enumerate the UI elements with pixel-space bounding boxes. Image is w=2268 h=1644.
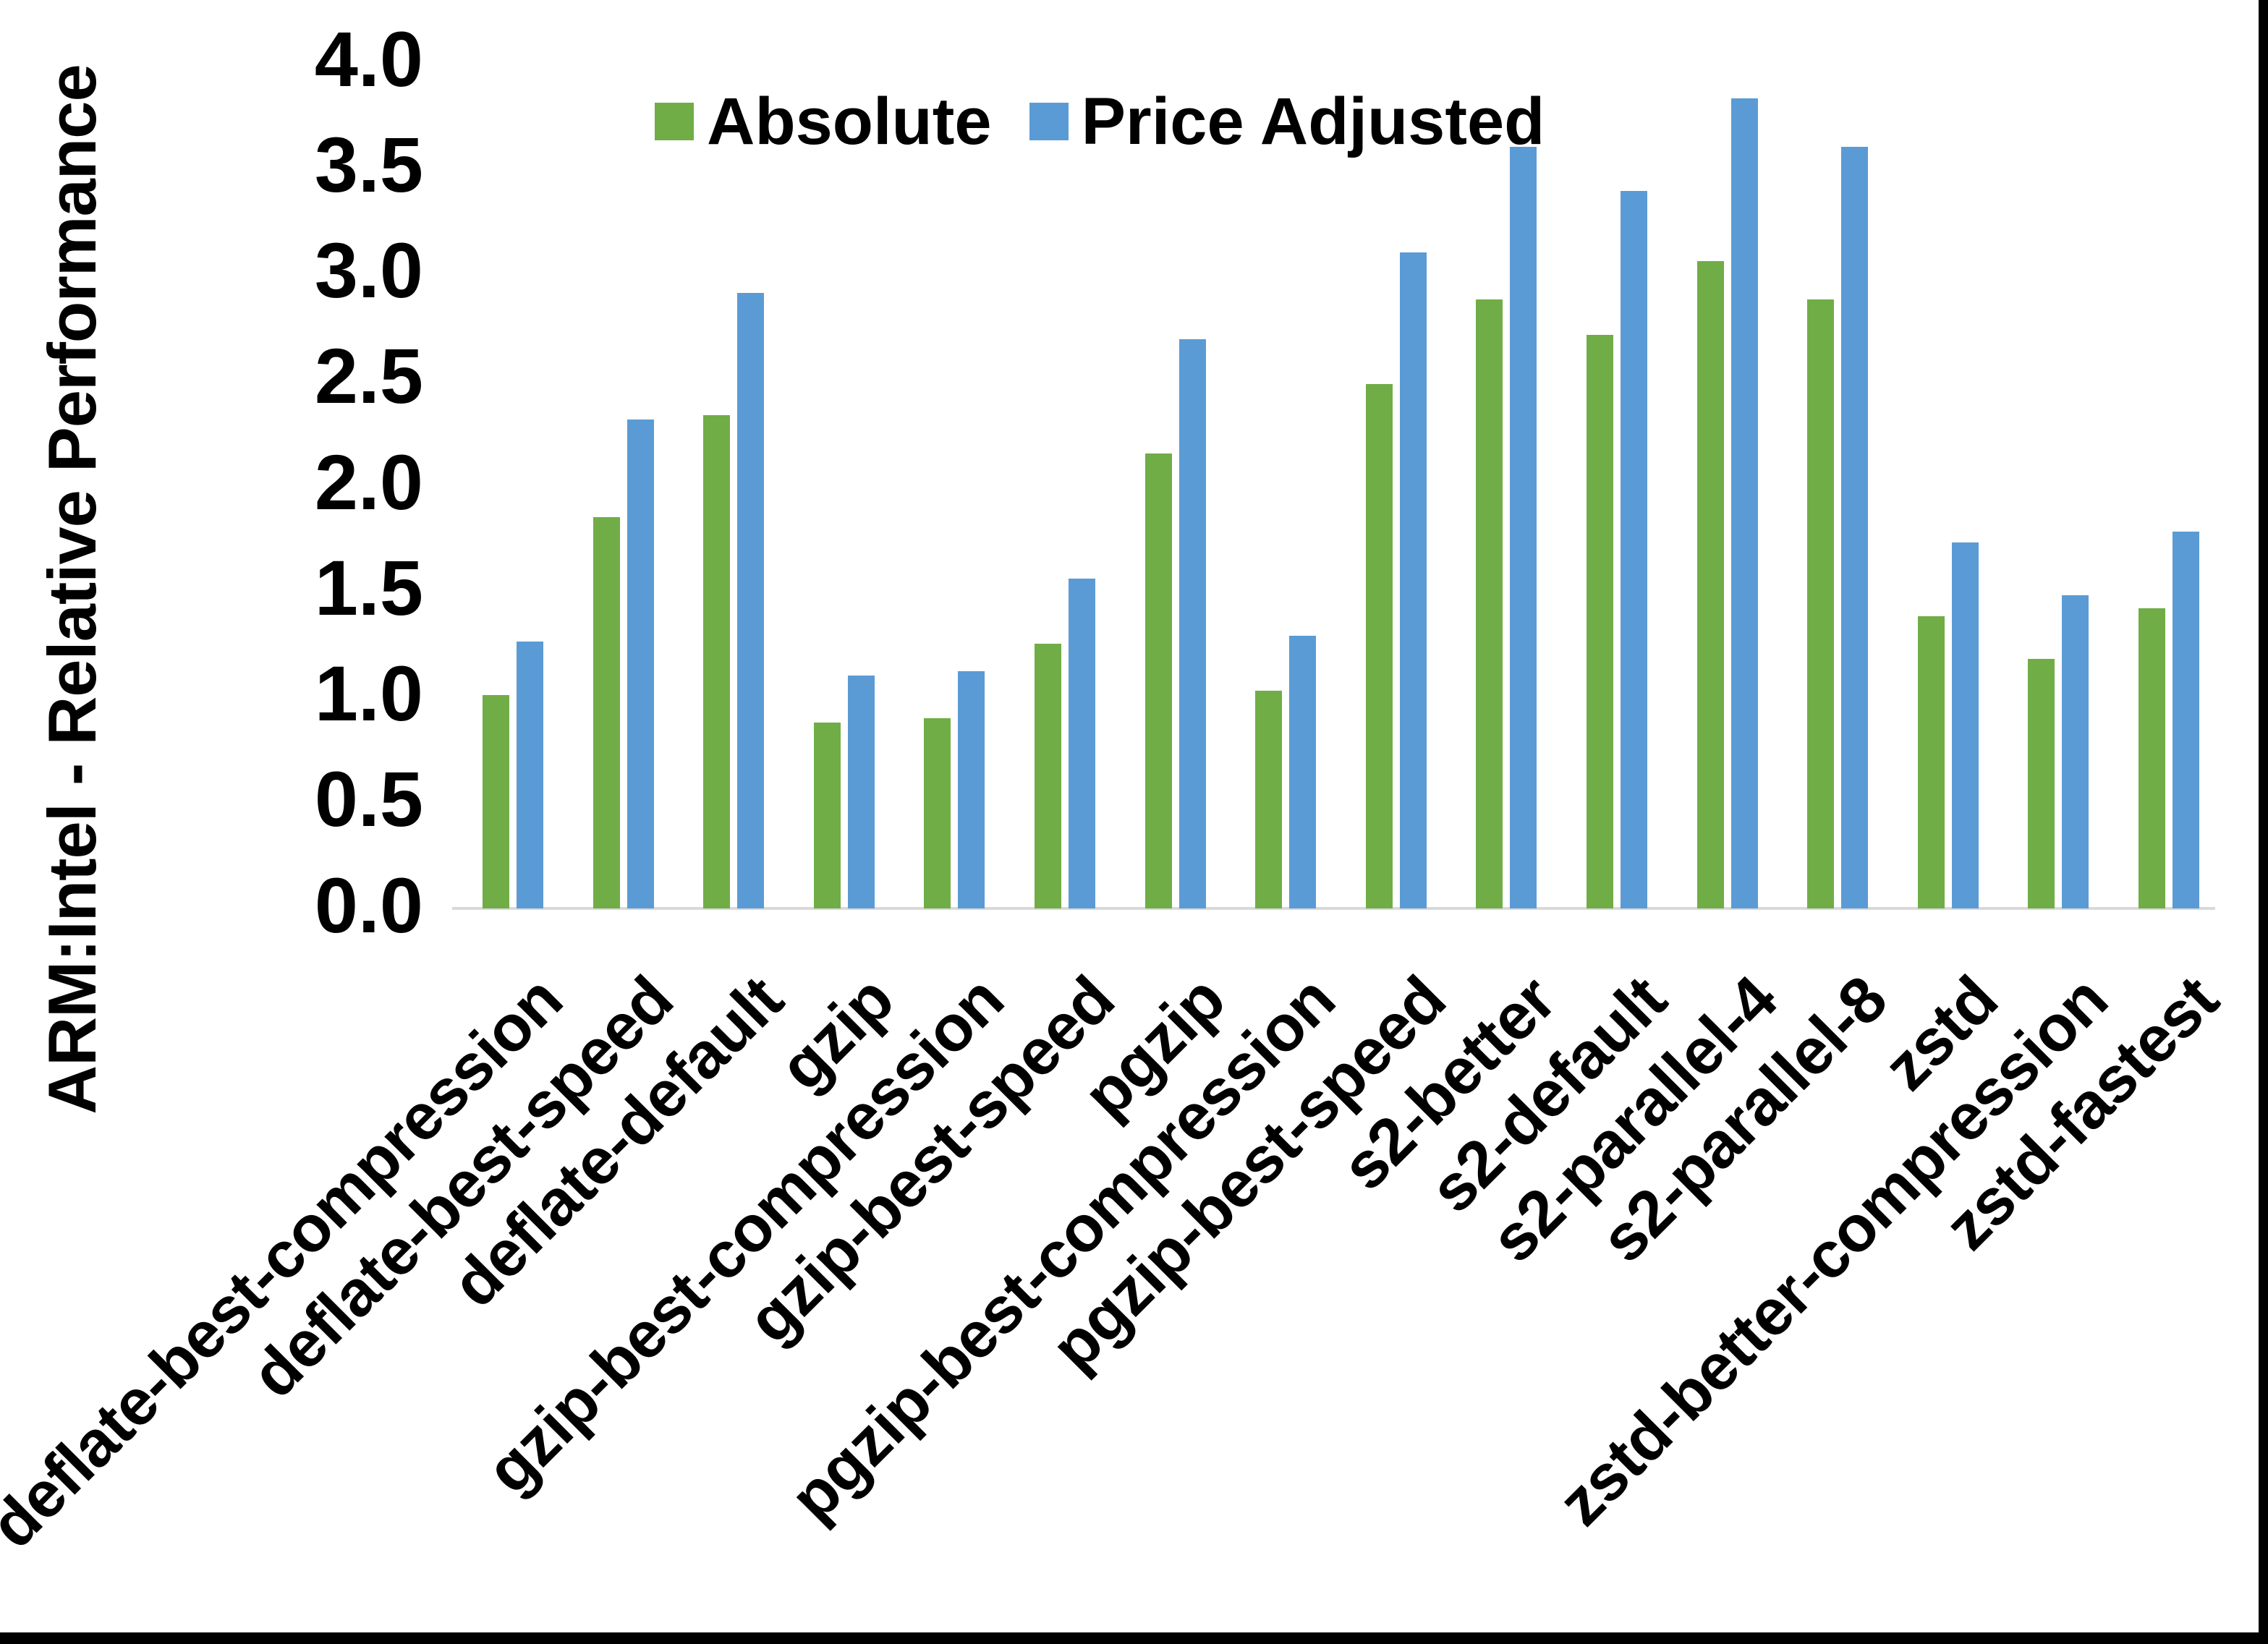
bar-price-adjusted <box>1069 579 1095 908</box>
bar-absolute <box>1145 453 1172 908</box>
bar-absolute <box>2028 659 2055 908</box>
bar-absolute <box>1035 644 1061 908</box>
bar-absolute <box>1366 384 1393 908</box>
bar-price-adjusted <box>1841 147 1868 908</box>
y-tick-label: 3.5 <box>314 121 423 208</box>
bar-price-adjusted <box>2062 595 2089 908</box>
y-tick-label: 0.0 <box>314 861 423 949</box>
bar-price-adjusted <box>1289 636 1316 908</box>
legend-label-absolute: Absolute <box>707 85 992 158</box>
bar-price-adjusted <box>1731 98 1758 908</box>
bar-absolute <box>1918 616 1945 908</box>
bar-price-adjusted <box>517 642 543 908</box>
legend-label-price-adjusted: Price Adjusted <box>1081 85 1545 158</box>
bar-price-adjusted <box>1510 147 1537 908</box>
bar-price-adjusted <box>2173 532 2199 908</box>
bar-absolute <box>1255 691 1282 908</box>
bar-absolute <box>1697 261 1724 908</box>
bar-absolute <box>1476 299 1503 908</box>
frame-bottom-edge <box>0 1632 2268 1644</box>
y-axis-title: ARM:Intel - Relative Performance <box>34 64 110 1115</box>
legend-swatch-price-adjusted-icon <box>1029 103 1069 140</box>
bar-price-adjusted <box>1621 191 1647 908</box>
bar-absolute <box>1587 335 1613 908</box>
bar-price-adjusted <box>848 676 875 908</box>
bar-absolute <box>483 695 509 908</box>
bar-price-adjusted <box>627 419 654 908</box>
bar-absolute <box>1807 299 1834 908</box>
bar-absolute <box>703 415 730 908</box>
bar-absolute <box>924 718 951 908</box>
y-tick-label: 2.5 <box>314 332 423 419</box>
bar-price-adjusted <box>737 293 764 908</box>
y-tick-label: 1.5 <box>314 544 423 631</box>
bar-absolute <box>814 723 841 908</box>
frame-right-edge <box>2259 0 2268 1644</box>
bar-absolute <box>2139 608 2165 908</box>
bar-price-adjusted <box>958 671 985 908</box>
y-tick-label: 1.0 <box>314 649 423 737</box>
legend-swatch-absolute-icon <box>655 103 694 140</box>
bar-absolute <box>593 517 620 908</box>
y-tick-label: 0.5 <box>314 755 423 843</box>
legend: Absolute Price Adjusted <box>655 88 1545 155</box>
bar-price-adjusted <box>1179 339 1206 908</box>
y-tick-label: 4.0 <box>314 15 423 103</box>
bar-price-adjusted <box>1400 252 1427 908</box>
bar-price-adjusted <box>1952 542 1979 908</box>
y-tick-label: 3.0 <box>314 226 423 314</box>
legend-item-absolute: Absolute <box>655 88 992 155</box>
y-tick-label: 2.0 <box>314 438 423 526</box>
legend-item-price-adjusted: Price Adjusted <box>1029 88 1545 155</box>
x-axis-line <box>452 907 2215 910</box>
